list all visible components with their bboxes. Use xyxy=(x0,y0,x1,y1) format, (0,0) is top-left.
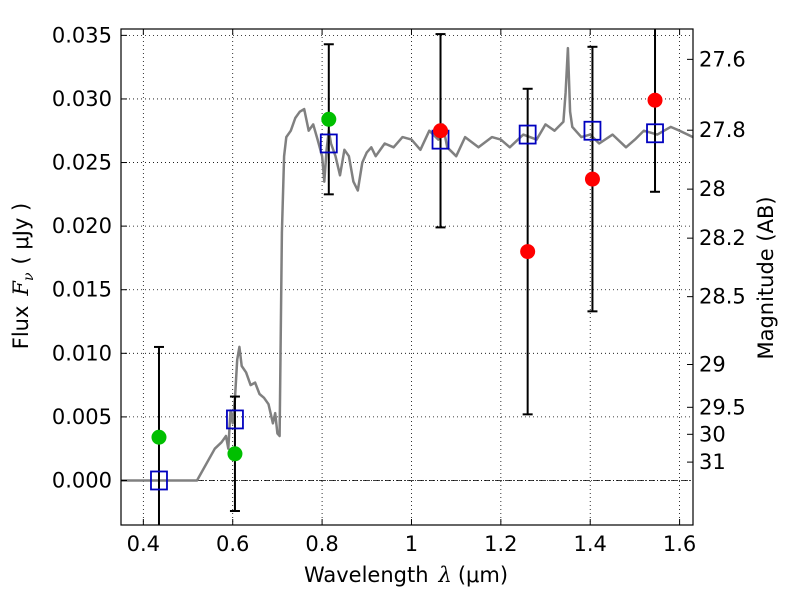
magnitude-tick-label: 28 xyxy=(699,177,726,201)
x-tick-labels: 0.4 0.6 0.8 1 1.2 1.4 1.6 xyxy=(127,532,697,556)
y-axis-label: Flux xyxy=(9,306,33,350)
y-tick-label: 0.005 xyxy=(52,405,112,429)
magnitude-tick-label: 31 xyxy=(699,450,726,474)
y-axis-unit: ( μJy ) xyxy=(9,203,33,265)
observed-point xyxy=(433,123,449,139)
magnitude-tick-label: 29 xyxy=(699,352,726,376)
model-point xyxy=(150,470,168,491)
y-tick-label: 0.020 xyxy=(52,214,112,238)
y-tick-labels: 0.000 0.005 0.010 0.015 0.020 0.025 0.030 0.035 xyxy=(52,23,112,492)
x-tick-label: 1.2 xyxy=(484,532,517,556)
plot-frame xyxy=(120,28,694,526)
x-tick-label: 1.4 xyxy=(574,532,607,556)
spectrum-line xyxy=(121,46,694,482)
x-axis-title: Wavelength λ (μm) xyxy=(304,563,508,587)
x-tick-label: 0.8 xyxy=(305,532,338,556)
y-tick-label: 0.025 xyxy=(52,151,112,175)
y-axis-symbol: F xyxy=(9,280,33,297)
magnitude-tick-label: 28.5 xyxy=(699,285,746,309)
model-point xyxy=(646,123,664,144)
grid xyxy=(121,29,693,525)
observed-point xyxy=(321,111,337,127)
magnitude-tick-label: 30 xyxy=(699,422,726,446)
x-axis-label: Wavelength xyxy=(304,563,429,587)
observed-point xyxy=(227,446,243,462)
ticks xyxy=(121,29,693,525)
model-point xyxy=(226,409,244,430)
y-tick-label: 0.035 xyxy=(52,23,112,47)
magnitude-tick-label: 29.5 xyxy=(699,395,746,419)
y-tick-label: 0.000 xyxy=(52,468,112,492)
y-tick-label: 0.010 xyxy=(52,341,112,365)
y-axis-title: Flux Fν ( μJy ) xyxy=(9,203,37,349)
observed-point xyxy=(520,244,536,260)
model-point xyxy=(319,133,338,154)
spectrum xyxy=(121,46,694,482)
y-axis-subscript: ν xyxy=(21,272,37,281)
y-tick-label: 0.015 xyxy=(52,278,112,302)
magnitude-tick-label: 27.8 xyxy=(699,118,746,142)
magnitude-tick-labels: 27.6 27.8 28 28.2 28.5 29 29.5 30 31 xyxy=(699,47,746,474)
model-point xyxy=(583,120,602,141)
observed-point xyxy=(584,171,600,187)
observed-point xyxy=(151,429,167,445)
x-axis-symbol: λ xyxy=(438,563,452,587)
model-point xyxy=(518,124,537,145)
right-axis-title: Magnitude (AB) xyxy=(754,196,778,359)
magnitude-tick-label: 28.2 xyxy=(699,226,746,250)
x-tick-label: 1.6 xyxy=(663,532,696,556)
y-tick-label: 0.030 xyxy=(52,87,112,111)
x-tick-label: 0.4 xyxy=(127,532,160,556)
x-axis-unit: (μm) xyxy=(458,563,508,587)
x-tick-label: 0.6 xyxy=(216,532,249,556)
observed-point xyxy=(647,92,663,108)
markers xyxy=(150,92,664,491)
x-tick-label: 1 xyxy=(405,532,418,556)
magnitude-tick-label: 27.6 xyxy=(699,47,746,71)
